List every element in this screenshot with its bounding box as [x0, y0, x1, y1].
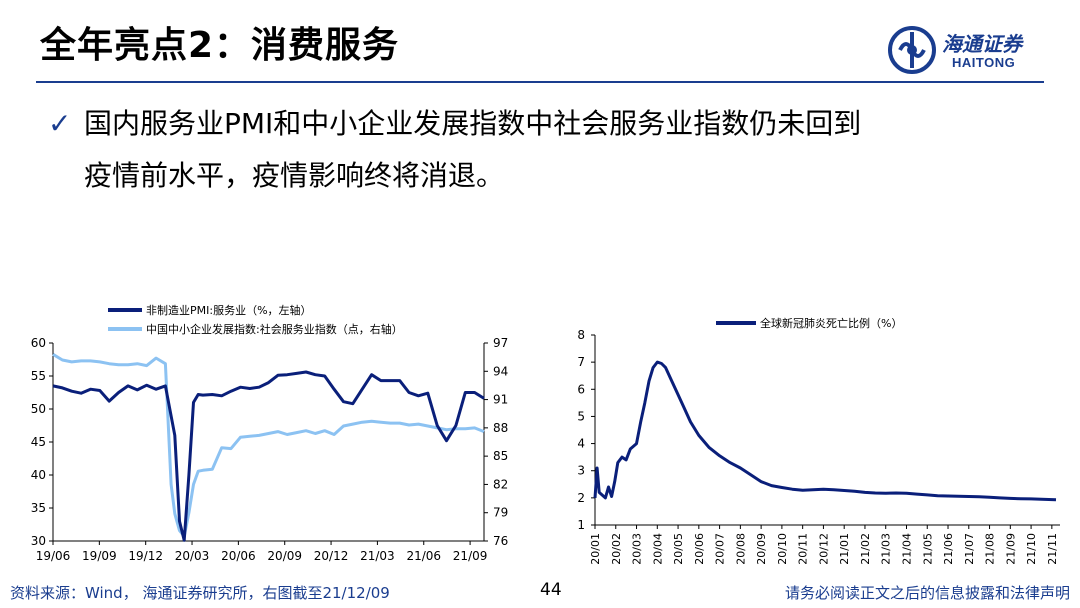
footer-source: 资料来源：Wind， 海通证券研究所，右图截至21/12/09 — [10, 584, 390, 602]
legend-label-death-rate: 全球新冠肺炎死亡比例（%） — [760, 316, 902, 330]
x-tick-label: 21/04 — [900, 533, 913, 565]
y-right-tick-label: 88 — [493, 421, 508, 435]
x-tick-label: 20/11 — [797, 533, 810, 565]
x-tick-label: 19/12 — [128, 549, 163, 563]
right-chart-plot: 1 2 3 4 5 6 7 8 20/01 20/02 20/03 20/04 20/05 20/06 20… — [577, 328, 1060, 565]
haitong-logo: 海通证券 HAITONG — [886, 22, 1056, 78]
check-icon: ✓ — [48, 107, 72, 140]
x-tick-label: 20/07 — [714, 533, 727, 565]
x-tick-label: 20/04 — [651, 533, 664, 565]
y-left-tick-label: 40 — [31, 468, 46, 482]
y-tick-label: 8 — [577, 328, 585, 342]
x-tick-label: 21/09 — [453, 549, 488, 563]
right-chart-legend: 全球新冠肺炎死亡比例（%） — [716, 316, 902, 330]
bullet-text-line1: 国内服务业PMI和中小企业发展指数中社会服务业指数仍未回到 — [84, 107, 862, 140]
y-tick-label: 7 — [577, 355, 585, 369]
x-tick-label: 21/06 — [942, 533, 955, 565]
x-tick-label: 20/02 — [610, 533, 623, 565]
series-line-pmi-services — [52, 370, 485, 542]
x-tick-label: 20/09 — [267, 549, 302, 563]
x-tick-label: 21/06 — [406, 549, 441, 563]
y-left-tick-label: 55 — [31, 369, 46, 383]
y-right-tick-label: 85 — [493, 449, 508, 463]
x-tick-label: 20/06 — [221, 549, 256, 563]
y-tick-label: 5 — [577, 409, 585, 423]
x-tick-label: 21/09 — [1004, 533, 1017, 565]
series-line-death-rate — [593, 360, 1057, 502]
y-left-tick-label: 60 — [31, 336, 46, 350]
x-tick-label: 20/03 — [631, 533, 644, 565]
x-tick-label: 21/07 — [963, 533, 976, 565]
logo-text-en: HAITONG — [952, 55, 1016, 70]
y-tick-label: 2 — [577, 491, 585, 505]
x-tick-label: 21/02 — [859, 533, 872, 565]
bullet-text-line2: 疫情前水平，疫情影响终将消退。 — [84, 159, 505, 192]
legend-label-pmi: 非制造业PMI:服务业（%，左轴） — [146, 303, 312, 317]
y-left-tick-label: 50 — [31, 402, 46, 416]
x-tick-label: 20/01 — [589, 533, 602, 565]
x-tick-label: 21/03 — [880, 533, 893, 565]
haitong-logo-icon — [888, 26, 936, 74]
x-tick-label: 20/12 — [314, 549, 349, 563]
x-tick-label: 21/03 — [360, 549, 395, 563]
y-tick-label: 3 — [577, 464, 585, 478]
x-tick-label: 20/12 — [817, 533, 830, 565]
right-chart: 全球新冠肺炎死亡比例（%） 1 2 3 4 5 6 7 8 20/01 20/02 20/03 20/… — [577, 316, 1060, 565]
x-tick-label: 20/03 — [175, 549, 210, 563]
y-right-tick-label: 76 — [493, 534, 508, 548]
left-chart: 非制造业PMI:服务业（%，左轴） 中国中小企业发展指数:社会服务业指数（点，右… — [31, 303, 509, 563]
x-tick-label: 21/08 — [984, 533, 997, 565]
x-tick-label: 21/11 — [1046, 533, 1059, 565]
x-tick-label: 20/06 — [693, 533, 706, 565]
y-right-tick-label: 79 — [493, 506, 508, 520]
y-tick-label: 6 — [577, 382, 585, 396]
y-right-tick-label: 91 — [493, 393, 508, 407]
x-tick-label: 20/09 — [755, 533, 768, 565]
x-tick-label: 21/05 — [921, 533, 934, 565]
footer-disclaimer: 请务必阅读正文之后的信息披露和法律声明 — [784, 584, 1070, 602]
x-tick-label: 21/10 — [1025, 533, 1038, 565]
x-tick-label: 20/05 — [672, 533, 685, 565]
left-chart-plot: 30 35 40 45 50 55 60 76 79 82 85 88 91 94 97 19/06 19/09… — [31, 336, 509, 563]
page-number: 44 — [540, 580, 562, 600]
x-tick-label: 19/09 — [82, 549, 117, 563]
y-left-tick-label: 30 — [31, 534, 46, 548]
x-tick-label: 20/10 — [776, 533, 789, 565]
y-left-tick-label: 35 — [31, 501, 46, 515]
y-right-tick-label: 94 — [493, 364, 508, 378]
left-chart-legend: 非制造业PMI:服务业（%，左轴） 中国中小企业发展指数:社会服务业指数（点，右… — [108, 303, 403, 336]
y-right-tick-label: 82 — [493, 477, 508, 491]
y-tick-label: 4 — [577, 437, 585, 451]
legend-label-sme: 中国中小企业发展指数:社会服务业指数（点，右轴） — [146, 322, 403, 336]
logo-text-cn: 海通证券 — [942, 32, 1022, 56]
x-tick-label: 21/01 — [838, 533, 851, 565]
y-tick-label: 1 — [577, 518, 585, 532]
page-title: 全年亮点2：消费服务 — [40, 25, 400, 66]
x-tick-label: 20/08 — [734, 533, 747, 565]
series-line-sme-index — [52, 353, 485, 538]
x-tick-label: 19/06 — [36, 549, 71, 563]
y-left-tick-label: 45 — [31, 435, 46, 449]
header-divider — [36, 81, 1044, 83]
y-right-tick-label: 97 — [493, 336, 508, 350]
